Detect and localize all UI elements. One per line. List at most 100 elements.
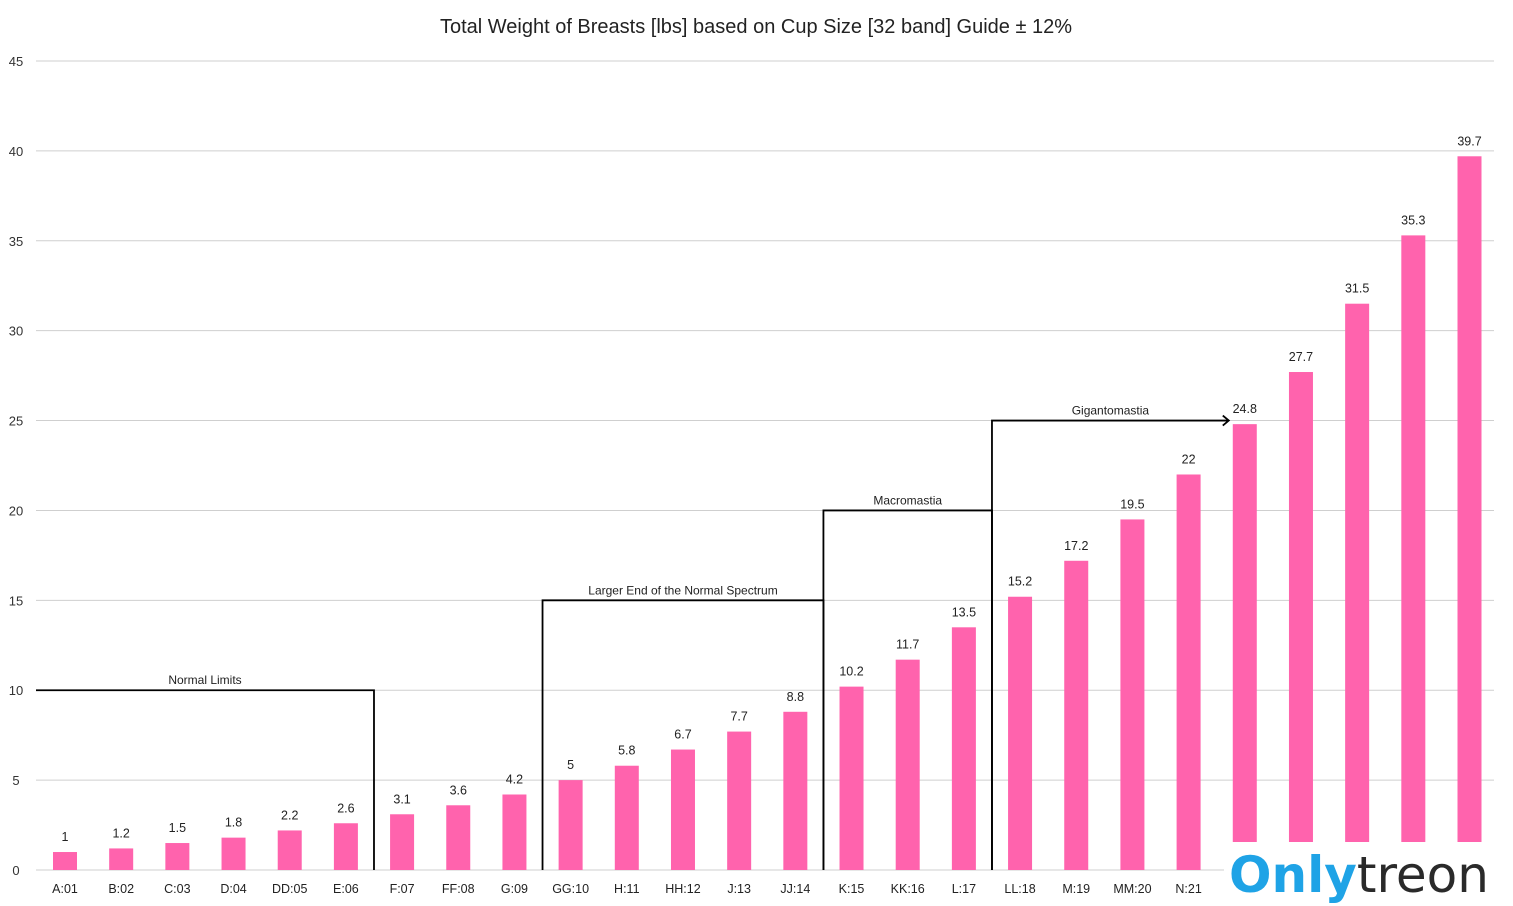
y-tick-label: 40 — [9, 144, 23, 159]
bar — [1345, 303, 1370, 870]
y-tick-label: 30 — [9, 324, 23, 339]
data-label: 22 — [1182, 452, 1196, 466]
data-label: 5 — [567, 758, 574, 772]
x-tick-label: GG:10 — [552, 882, 589, 896]
data-label: 13.5 — [952, 605, 976, 619]
y-tick-label: 45 — [9, 54, 23, 69]
data-label: 1.5 — [169, 821, 186, 835]
watermark-logo: Onlytreon — [1224, 842, 1513, 906]
x-axis-labels: A:01 B:02 C:03 D:04 DD:05 E:06 F:07 FF:08 G:09 GG… — [52, 882, 1202, 896]
data-label: 24.8 — [1233, 402, 1257, 416]
x-tick-label: D:04 — [220, 882, 246, 896]
svg-text:Onlytreon: Onlytreon — [1229, 846, 1489, 904]
x-tick-label: B:02 — [108, 882, 134, 896]
bar — [951, 627, 976, 870]
x-tick-label: F:07 — [390, 882, 415, 896]
bar — [558, 780, 583, 870]
data-label: 1 — [62, 830, 69, 844]
y-axis-ticks: 0 5 10 15 20 25 30 35 40 45 — [9, 54, 23, 878]
x-tick-label: N:21 — [1175, 882, 1201, 896]
x-tick-label: KK:16 — [891, 882, 925, 896]
data-label: 8.8 — [787, 690, 804, 704]
annotation-label: Normal Limits — [168, 673, 241, 687]
bar — [1288, 372, 1313, 870]
watermark-part2: treon — [1357, 846, 1489, 904]
data-label: 7.7 — [730, 710, 747, 724]
bar — [1232, 424, 1257, 870]
data-label: 3.6 — [450, 783, 467, 797]
bar — [1064, 560, 1089, 870]
bar — [390, 814, 415, 870]
bar — [1120, 519, 1145, 870]
x-tick-label: G:09 — [501, 882, 528, 896]
x-tick-label: K:15 — [839, 882, 865, 896]
y-tick-label: 0 — [12, 863, 19, 878]
bar — [502, 794, 527, 870]
x-tick-label: A:01 — [52, 882, 78, 896]
bar — [727, 731, 752, 870]
bars — [53, 156, 1482, 870]
bar — [1176, 474, 1201, 870]
bar — [1457, 156, 1482, 870]
data-label: 15.2 — [1008, 575, 1032, 589]
x-tick-label: FF:08 — [442, 882, 475, 896]
x-tick-label: JJ:14 — [780, 882, 810, 896]
x-tick-label: E:06 — [333, 882, 359, 896]
bar — [1008, 596, 1033, 870]
data-label: 1.2 — [112, 826, 129, 840]
bar — [783, 711, 808, 870]
data-label: 31.5 — [1345, 282, 1369, 296]
bar — [221, 837, 246, 870]
annotation-bracket: Normal Limits — [36, 673, 375, 870]
data-label: 2.6 — [337, 801, 354, 815]
bar — [165, 843, 190, 870]
x-tick-label: MM:20 — [1113, 882, 1151, 896]
annotation-bracket: Gigantomastia — [991, 404, 1231, 870]
data-labels: 1 1.2 1.5 1.8 2.2 2.6 3.1 3.6 4.2 5 5.8 6.7 7.7 8.8 10… — [62, 134, 1482, 844]
data-label: 2.2 — [281, 808, 298, 822]
annotation-brackets: Normal Limits Larger End of the Normal Sp… — [36, 404, 1231, 870]
x-tick-label: LL:18 — [1004, 882, 1035, 896]
data-label: 10.2 — [839, 665, 863, 679]
bar — [109, 848, 134, 870]
y-tick-label: 20 — [9, 503, 23, 518]
data-label: 17.2 — [1064, 539, 1088, 553]
y-tick-label: 15 — [9, 593, 23, 608]
bar — [277, 830, 302, 870]
data-label: 1.8 — [225, 816, 242, 830]
bar — [614, 765, 639, 870]
bar — [670, 749, 695, 870]
data-label: 39.7 — [1457, 134, 1481, 148]
data-label: 4.2 — [506, 772, 523, 786]
x-tick-label: HH:12 — [665, 882, 700, 896]
bar — [839, 686, 864, 870]
x-tick-label: L:17 — [952, 882, 976, 896]
data-label: 27.7 — [1289, 350, 1313, 364]
y-tick-label: 10 — [9, 683, 23, 698]
bar — [446, 805, 471, 870]
annotation-label: Macromastia — [873, 493, 942, 507]
x-tick-label: DD:05 — [272, 882, 307, 896]
x-tick-label: J:13 — [727, 882, 751, 896]
data-label: 19.5 — [1120, 497, 1144, 511]
bar — [1401, 235, 1426, 870]
x-tick-label: H:11 — [614, 882, 640, 896]
y-tick-label: 5 — [12, 773, 19, 788]
bar — [895, 659, 920, 870]
data-label: 5.8 — [618, 744, 635, 758]
bar — [333, 823, 358, 870]
y-tick-label: 25 — [9, 414, 23, 429]
data-label: 3.1 — [393, 792, 410, 806]
chart-title: Total Weight of Breasts [lbs] based on C… — [440, 16, 1072, 38]
gridlines — [36, 60, 1494, 871]
data-label: 6.7 — [674, 728, 691, 742]
data-label: 35.3 — [1401, 213, 1425, 227]
annotation-label: Larger End of the Normal Spectrum — [588, 583, 777, 597]
annotation-label: Gigantomastia — [1072, 404, 1150, 418]
y-tick-label: 35 — [9, 234, 23, 249]
watermark-part1: Only — [1229, 846, 1357, 904]
x-tick-label: C:03 — [164, 882, 190, 896]
x-tick-label: M:19 — [1062, 882, 1090, 896]
data-label: 11.7 — [896, 638, 919, 652]
